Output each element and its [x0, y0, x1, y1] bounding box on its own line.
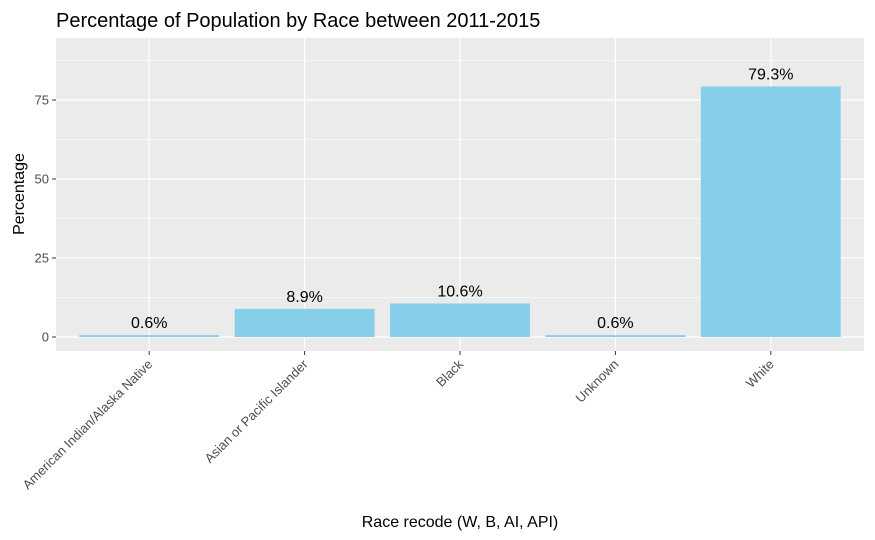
- bars: [79, 86, 841, 337]
- bar-data-label: 0.6%: [597, 315, 633, 332]
- bar: [700, 86, 841, 337]
- x-axis: American Indian/Alaska Native Asian or Pa…: [20, 351, 777, 492]
- y-tick-label: 75: [35, 93, 49, 108]
- x-tick-label: Asian or Pacific Islander: [202, 356, 312, 466]
- bar-data-label: 10.6%: [437, 284, 482, 301]
- data-labels: 0.6% 8.9% 10.6% 0.6% 79.3%: [131, 66, 793, 332]
- y-axis-title: Percentage: [11, 153, 28, 235]
- y-axis: 0 25 50 75: [35, 93, 56, 345]
- y-tick-label: 25: [35, 251, 49, 266]
- bar: [79, 335, 220, 337]
- bar: [390, 303, 530, 337]
- x-tick-label: White: [743, 357, 777, 391]
- bar-data-label: 79.3%: [748, 66, 793, 83]
- x-tick-label: Unknown: [573, 357, 622, 406]
- chart-title: Percentage of Population by Race between…: [56, 10, 540, 32]
- bar-data-label: 8.9%: [286, 289, 322, 306]
- bar-data-label: 0.6%: [131, 315, 167, 332]
- y-tick-label: 50: [35, 172, 49, 187]
- y-tick-label: 0: [42, 330, 49, 345]
- x-tick-label: Black: [433, 356, 466, 389]
- bar: [234, 308, 375, 337]
- bar: [545, 335, 686, 337]
- x-tick-label: American Indian/Alaska Native: [20, 357, 156, 493]
- x-axis-title: Race recode (W, B, AI, API): [362, 514, 559, 531]
